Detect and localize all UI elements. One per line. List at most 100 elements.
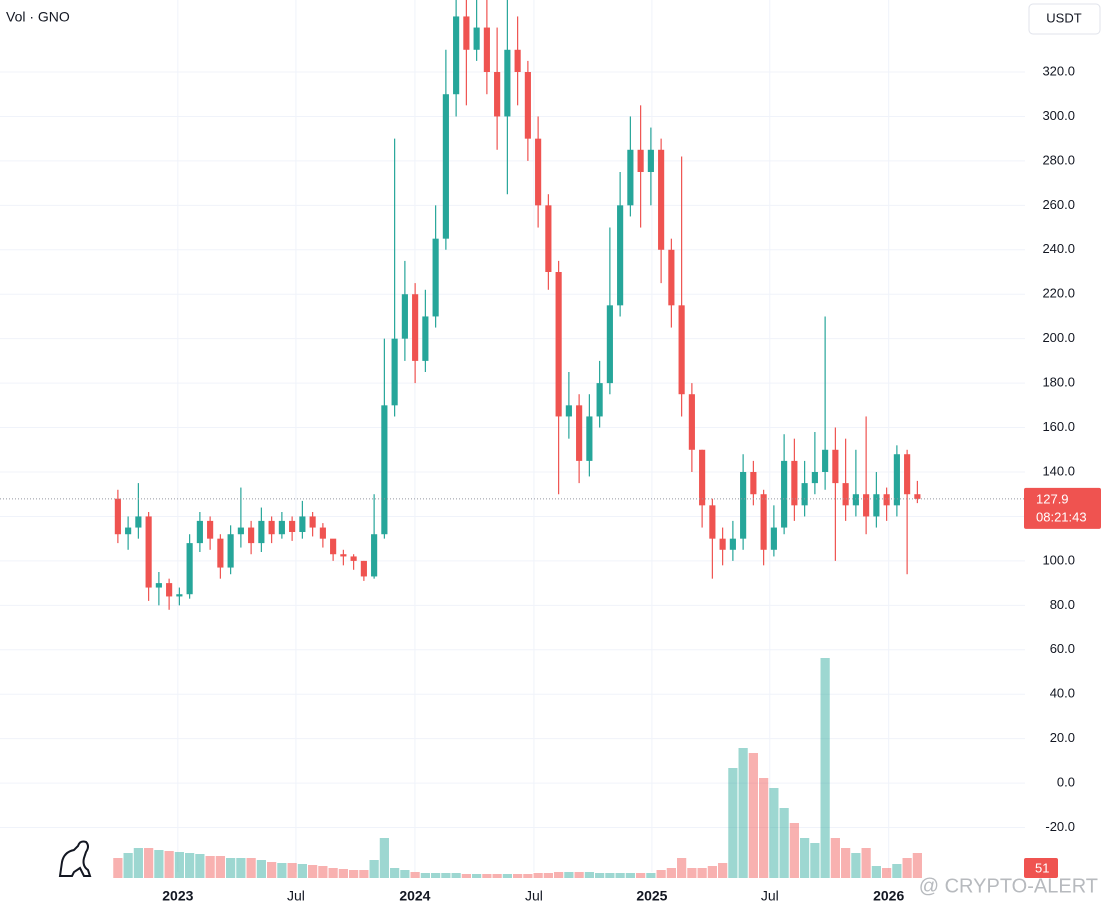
candle-body [586, 416, 593, 461]
candle-body [432, 238, 439, 317]
candle-body [155, 583, 162, 588]
candle-body [350, 556, 357, 561]
candle-body [822, 449, 829, 472]
volume-bar [892, 864, 902, 878]
volume-pane [113, 658, 922, 878]
volume-bar [164, 851, 174, 878]
volume-bar [349, 870, 359, 878]
candle-body [627, 149, 634, 206]
currency[interactable]: USDT [1046, 10, 1081, 25]
logo[interactable] [58, 840, 92, 877]
candle-body [842, 483, 849, 506]
candle-body [268, 520, 275, 535]
candle-body [217, 538, 224, 568]
candle-body [535, 138, 542, 206]
grid [0, 0, 1025, 872]
candle-body [504, 49, 511, 117]
volume-bar [410, 872, 420, 878]
candle-body [227, 534, 234, 568]
candle-body [811, 472, 818, 484]
volume-bar [666, 868, 676, 878]
candle-body [145, 516, 152, 588]
candle-body [699, 449, 706, 506]
volume-bar [861, 848, 871, 878]
candle-body [914, 494, 921, 499]
volume-bar [174, 852, 184, 878]
chart-title: Vol · GNO [6, 9, 70, 25]
y-tick-label: 160.0 [1042, 419, 1075, 434]
x-tick-label: 2024 [399, 888, 430, 904]
volume-bar [287, 863, 297, 878]
volume-bar [697, 868, 707, 878]
volume-bar [472, 874, 482, 878]
candle-body [883, 494, 890, 506]
candle-body [401, 294, 408, 339]
axes: -20.00.020.040.060.080.0100.0120.0140.01… [0, 63, 1101, 904]
volume-bar [379, 838, 389, 878]
volume-bar [185, 853, 195, 878]
y-tick-label: 180.0 [1042, 375, 1075, 390]
volume-bar [133, 848, 143, 878]
candle-body [289, 520, 296, 532]
volume-bar [482, 874, 492, 878]
x-tick-label: Jul [525, 888, 543, 904]
volume-bar [554, 872, 564, 878]
candle-body [524, 72, 531, 139]
volume-bar [912, 853, 922, 878]
volume-bar [441, 873, 451, 878]
x-tick-label: Jul [287, 888, 305, 904]
candle-body [832, 449, 839, 484]
candle-body [258, 520, 265, 544]
volume-bar [543, 873, 553, 878]
candle-body [319, 527, 326, 539]
candle-body [166, 583, 173, 597]
volume-bar [882, 868, 892, 878]
y-tick-label: 200.0 [1042, 330, 1075, 345]
candle-body [863, 494, 870, 517]
candle-body [893, 454, 900, 506]
x-tick-label: 2023 [162, 888, 193, 904]
candle-body [422, 316, 429, 361]
volume-bar [308, 865, 318, 878]
volume-bar [871, 866, 881, 878]
candle-body [483, 27, 490, 72]
y-tick-label: 100.0 [1042, 552, 1075, 567]
volume-bar [646, 873, 656, 878]
volume-bar [625, 873, 635, 878]
volume-bar [574, 872, 584, 878]
candle-body [750, 472, 757, 495]
volume-bar [800, 838, 810, 878]
watermark: @ CRYPTO-ALERT [919, 875, 1098, 897]
y-tick-label: 220.0 [1042, 286, 1075, 301]
volume-bar [523, 874, 533, 878]
currency-box[interactable] [1028, 3, 1101, 35]
volume-bar [431, 873, 441, 878]
candle-body [791, 460, 798, 506]
volume-bar [728, 768, 738, 878]
volume-bar [277, 863, 287, 878]
candle-body [196, 520, 203, 544]
candle-body [740, 472, 747, 539]
candle-body [207, 520, 214, 539]
volume-bar [513, 874, 523, 878]
volume-bar [748, 753, 758, 878]
volume-bar [492, 874, 502, 878]
volume-bar [533, 873, 543, 878]
candle-body [617, 205, 624, 306]
volume-bar [359, 870, 369, 878]
candle-body [135, 516, 142, 528]
candle-body [729, 538, 736, 550]
candles [114, 0, 921, 610]
volume-bar [113, 858, 123, 878]
candle-body [360, 560, 367, 577]
candle-body [606, 305, 613, 384]
volume-bar [123, 853, 133, 878]
volume-bar [226, 858, 236, 878]
candle-body [381, 405, 388, 535]
last-price: 127.9 [1036, 491, 1069, 506]
volume-bar [246, 858, 256, 878]
volume-bar [810, 843, 820, 878]
volume-bar [267, 862, 277, 878]
volume-bar [687, 868, 697, 878]
candle-body [473, 27, 480, 50]
